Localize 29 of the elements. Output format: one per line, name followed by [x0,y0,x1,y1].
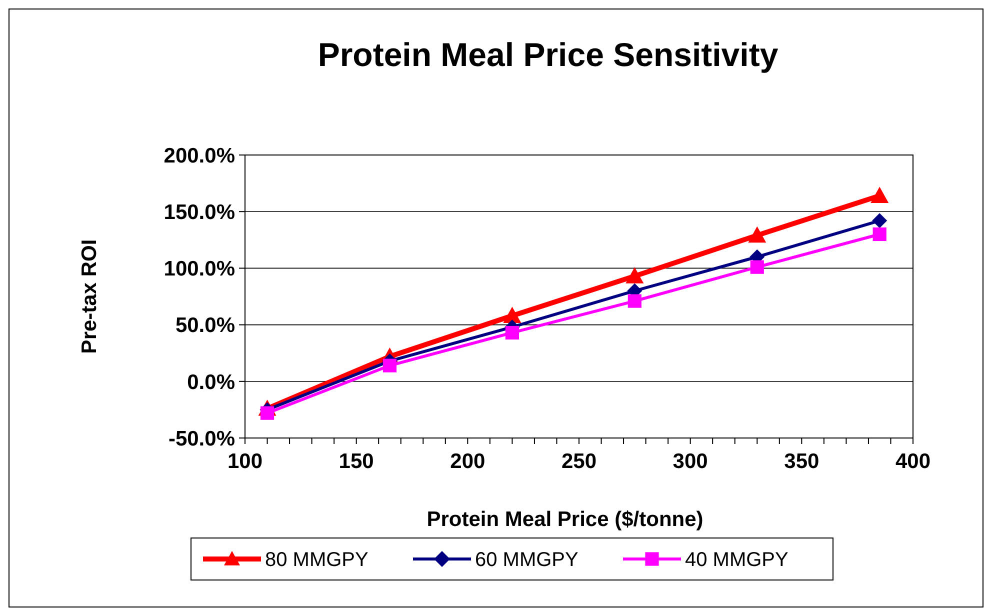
point [626,267,644,284]
x-tick-label: 350 [784,450,820,473]
point [628,294,642,308]
point [748,226,766,243]
y-tick-label: 100.0% [164,258,236,281]
point [870,186,889,203]
x-tick-label: 400 [895,450,931,473]
y-axis-title: Pre-tax ROI [78,239,101,354]
x-axis-title: Protein Meal Price ($/tonne) [426,508,704,531]
x-tick-label: 200 [450,450,486,473]
y-tick-label: 200.0% [164,144,236,168]
point [750,260,764,274]
y-tick-label: 0.0% [187,370,236,394]
y-tick-label: 150.0% [164,200,236,224]
chart-title: Protein Meal Price Sensitivity [318,36,779,73]
legend-label: 80 MMGPY [265,549,368,571]
legend-label: 60 MMGPY [475,549,578,571]
legend-label: 40 MMGPY [685,549,788,571]
x-tick-label: 150 [338,450,374,473]
y-tick-label: -50.0% [168,427,236,450]
point [872,213,888,228]
x-tick-label: 250 [561,450,597,473]
x-tick-label: 300 [672,450,708,473]
point [872,227,886,242]
point [503,306,522,323]
point [505,326,519,340]
y-tick-label: 50.0% [175,314,236,338]
x-tick-label: 100 [227,450,263,473]
point [382,358,397,372]
